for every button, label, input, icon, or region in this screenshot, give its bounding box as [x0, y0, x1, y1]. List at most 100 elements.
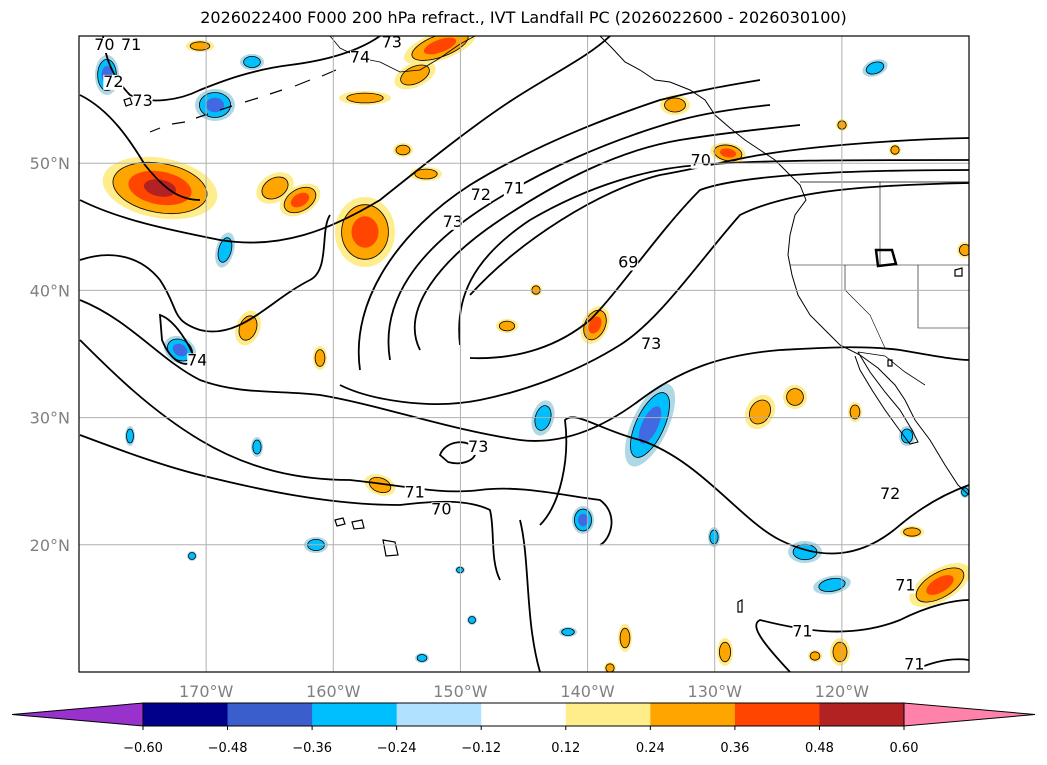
refractivity-patch	[605, 663, 615, 672]
contour-label: 70	[94, 35, 114, 54]
refractivity-patch	[261, 176, 289, 200]
contour-label: 71	[404, 483, 424, 502]
refractivity-patch	[126, 429, 134, 443]
baja-california-coastline	[854, 351, 919, 445]
contour-line	[79, 339, 613, 546]
contour-line	[357, 79, 761, 371]
refractivity-patch	[400, 64, 430, 86]
patch-edge	[832, 641, 848, 663]
patch-edge	[561, 628, 575, 636]
contour-label: 71	[895, 576, 915, 595]
latitude-axis: 20°N 30°N 40°N 50°N	[30, 154, 70, 555]
refractivity-patch	[903, 527, 921, 537]
coastline-layer	[123, 36, 969, 613]
patch-edge	[468, 616, 476, 624]
refractivity-patch	[315, 349, 325, 367]
contour-label: 73	[641, 334, 661, 353]
colorbar-outline	[142, 702, 905, 727]
patch-edge	[414, 168, 438, 180]
contour-label: 73	[132, 91, 152, 110]
contour-line	[469, 169, 969, 360]
refractivity-patch	[850, 405, 860, 419]
hawaii-islands	[334, 517, 399, 557]
colorbar-segment	[227, 703, 313, 726]
refractivity-patch	[810, 651, 820, 661]
patch-edge	[112, 162, 208, 214]
contour-line	[79, 434, 501, 581]
refractivity-patch	[890, 145, 900, 155]
patch-edge	[818, 577, 846, 593]
refractivity-patch	[188, 552, 196, 560]
longitude-tick-label: 130°W	[688, 682, 743, 701]
colorbar-tick-label: 0.12	[551, 741, 580, 756]
patch-edge	[126, 428, 134, 444]
patch-edge	[901, 428, 914, 444]
refractivity-patch	[218, 237, 232, 263]
colorbar-tick-label: −0.36	[292, 741, 332, 756]
map-title: 2026022400 F000 200 hPa refract., IVT La…	[200, 8, 847, 27]
refractivity-patch	[588, 316, 602, 334]
isla-guadalupe	[737, 599, 743, 613]
patch-edge	[238, 315, 258, 341]
contour-line	[79, 36, 611, 244]
patch-edge	[583, 309, 607, 341]
longitude-tick-label: 150°W	[433, 682, 488, 701]
refractivity-patch	[786, 388, 804, 406]
contour-label: 69	[618, 253, 638, 272]
contour-label-background	[503, 181, 524, 197]
contour-label: 70	[691, 151, 711, 170]
patch-edge	[664, 97, 686, 113]
contour-label-background	[431, 502, 452, 518]
refractivity-patch	[719, 642, 731, 662]
patch-edge	[915, 567, 965, 603]
contour-line	[755, 599, 969, 672]
refractivity-patch	[818, 578, 846, 592]
patch-edge	[368, 476, 392, 494]
patch-edge	[849, 404, 861, 420]
colorbar-tick-label: −0.48	[208, 741, 248, 756]
fill-edge-layer	[97, 36, 969, 672]
refractivity-patch	[346, 93, 384, 103]
contour-line	[874, 248, 898, 268]
contour-line	[519, 519, 541, 672]
patch-edge	[341, 204, 389, 260]
graticule	[79, 36, 969, 672]
patch-edge	[890, 145, 900, 155]
patch-edge	[630, 392, 670, 458]
contour-label-background	[880, 487, 901, 503]
contour-label: 71	[792, 621, 812, 640]
colorbar-segment	[396, 703, 482, 726]
contour-label: 71	[504, 179, 524, 198]
patch-edge	[261, 176, 289, 200]
patch-edge	[959, 244, 969, 256]
contour-label-background	[132, 93, 153, 109]
patch-edge	[605, 663, 615, 672]
refractivity-patch	[833, 642, 847, 662]
patch-edge	[709, 529, 719, 545]
contour-label-background	[442, 214, 463, 230]
refractivity-patch	[709, 530, 719, 544]
us-mexico-border	[857, 351, 926, 386]
colorbar-segment	[143, 703, 229, 726]
nunivak-island	[123, 97, 133, 107]
refractivity-patch	[638, 406, 662, 444]
patch-edge	[713, 144, 743, 162]
colorbar-tick-label: −0.60	[123, 741, 163, 756]
colorbar-segment	[650, 703, 736, 726]
refractivity-patch	[190, 41, 210, 51]
refractivity-patch	[206, 97, 224, 113]
contour-line	[79, 299, 969, 442]
longitude-tick-label: 120°W	[815, 682, 870, 701]
refractivity-patch	[369, 477, 391, 493]
longitude-tick-label: 160°W	[306, 682, 361, 701]
contour-label: 72	[103, 72, 123, 91]
colorbar-tick-label: 0.48	[805, 741, 834, 756]
latitude-tick-label: 50°N	[30, 154, 70, 173]
contour-label-background	[187, 353, 208, 369]
patch-edge	[719, 641, 732, 663]
refractivity-patch	[172, 343, 188, 357]
contour-label-background	[381, 36, 402, 51]
aleutian-islands	[149, 69, 337, 133]
longitude-tick-label: 170°W	[179, 682, 234, 701]
